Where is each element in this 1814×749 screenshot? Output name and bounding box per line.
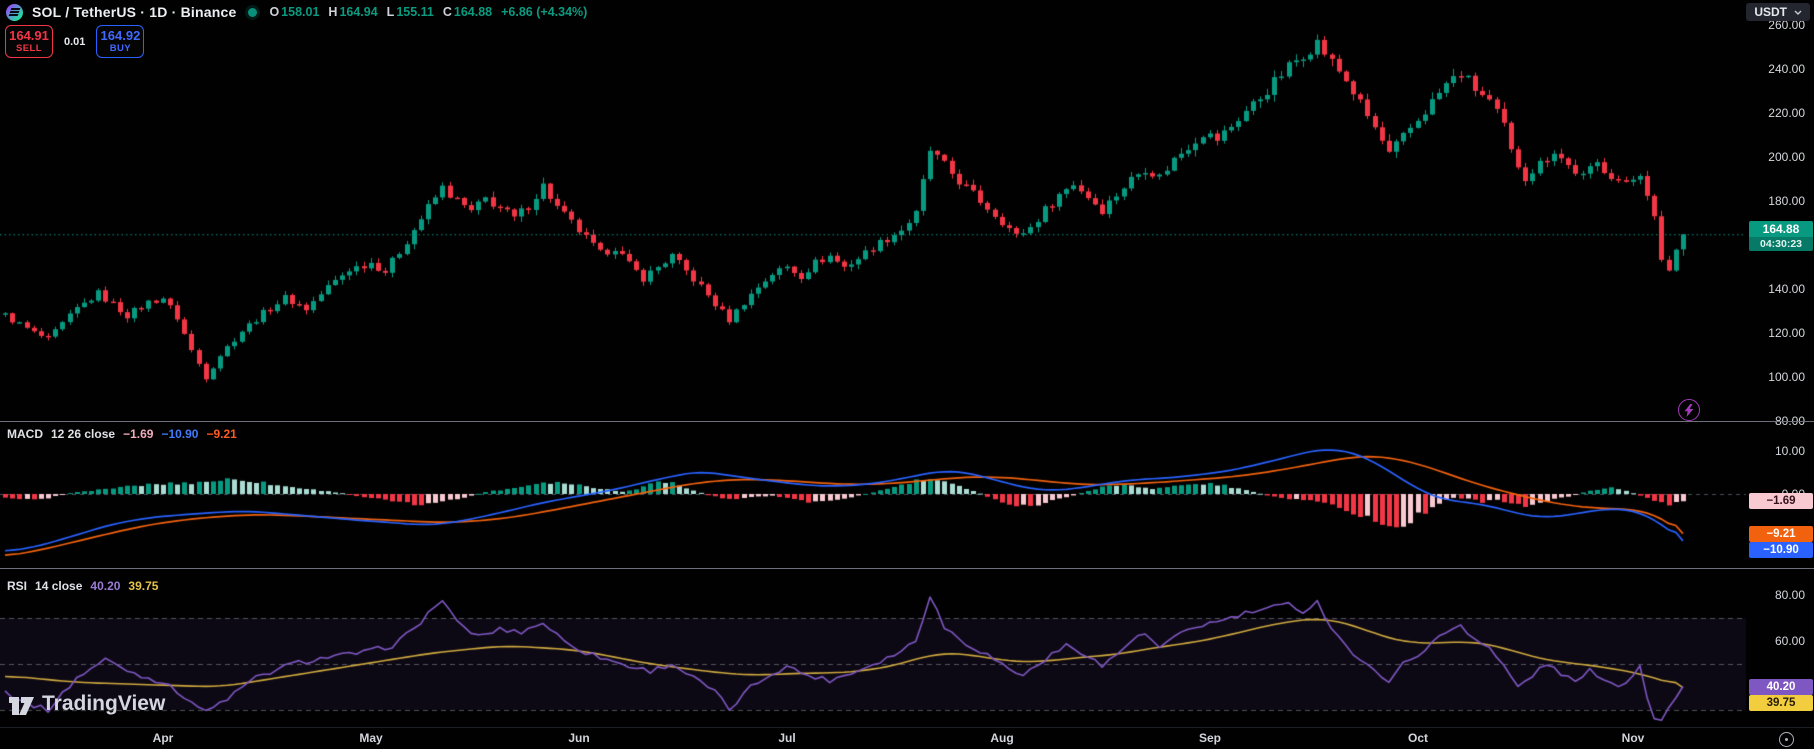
axis-tick-label: 260.00 [1768, 18, 1805, 32]
axis-tick-label: 180.00 [1768, 194, 1805, 208]
macd-hist-badge: −1.69 [1749, 493, 1813, 509]
macd-signal-value: −9.21 [206, 427, 237, 441]
price-chart-canvas[interactable] [0, 0, 1814, 421]
macd-name: MACD [7, 427, 43, 441]
pane-divider-macd-rsi[interactable] [0, 568, 1814, 569]
open-label: O [269, 5, 280, 19]
low-value: 155.11 [396, 5, 434, 19]
low-label: L [386, 5, 395, 19]
buy-price: 164.92 [100, 28, 141, 43]
buy-button[interactable]: 164.92 BUY [96, 25, 145, 58]
macd-line-value: −10.90 [161, 427, 199, 441]
rsi-legend[interactable]: RSI 14 close 40.20 39.75 [7, 579, 158, 593]
month-label-nov: Nov [1621, 731, 1645, 745]
symbol-title[interactable]: SOL / TetherUS · 1D · Binance [32, 4, 237, 20]
sell-button[interactable]: 164.91 SELL [5, 25, 53, 58]
close-label: C [442, 5, 452, 19]
month-label-jul: Jul [778, 731, 796, 745]
axis-tick-label: 10.00 [1774, 444, 1805, 458]
axis-tick-label: 80.00 [1774, 588, 1805, 602]
tradingview-watermark[interactable]: TradingView [8, 692, 165, 716]
month-label-jun: Jun [568, 731, 590, 745]
month-label-may: May [359, 731, 383, 745]
close-value: 164.88 [453, 5, 493, 19]
pane-divider-price-macd[interactable] [0, 421, 1814, 422]
time-axis[interactable]: Apr May Jun Jul Aug Sep Oct Nov [0, 728, 1814, 749]
rsi-ma-value: 39.75 [128, 579, 159, 593]
axis-tick-label: 240.00 [1768, 62, 1805, 76]
high-label: H [328, 5, 338, 19]
change-value: +6.86 (+4.34%) [501, 5, 588, 19]
macd-signal-badge: −9.21 [1749, 526, 1813, 542]
rsi-ma-badge: 39.75 [1749, 695, 1813, 711]
order-panel: 164.91 SELL 0.01 164.92 BUY [5, 25, 145, 58]
macd-line-badge: −10.90 [1749, 542, 1813, 558]
boost-lightning-icon[interactable] [1678, 399, 1700, 421]
macd-legend[interactable]: MACD 12 26 close −1.69 −10.90 −9.21 [7, 427, 237, 441]
axis-tick-label: 120.00 [1768, 326, 1805, 340]
buy-label: BUY [109, 43, 132, 54]
pane-divider-time-axis [0, 727, 1814, 728]
sell-label: SELL [16, 43, 42, 54]
settings-icon[interactable] [1779, 732, 1794, 747]
macd-hist-value: −1.69 [123, 427, 154, 441]
rsi-badge: 40.20 [1749, 679, 1813, 695]
axis-tick-label: 100.00 [1768, 370, 1805, 384]
currency-dropdown-button[interactable]: USDT [1746, 3, 1810, 21]
rsi-params: 14 close [35, 579, 83, 593]
spread-value: 0.01 [64, 35, 86, 48]
open-value: 158.01 [281, 5, 320, 19]
axis-tick-label: 200.00 [1768, 150, 1805, 164]
tradingview-logo-icon [9, 696, 34, 715]
lightning-bolt-icon [1684, 403, 1694, 417]
chevron-down-icon [1794, 10, 1802, 15]
last-price-value: 164.88 [1749, 221, 1813, 237]
month-label-apr: Apr [152, 731, 174, 745]
bar-countdown: 04:30:23 [1749, 237, 1813, 251]
ohlc-values: O 158.01 H 164.94 L 155.11 C 164.88 +6.86 (+… [269, 5, 587, 19]
sol-coin-icon [6, 3, 23, 21]
month-label-aug: Aug [990, 731, 1014, 745]
axis-tick-label: 60.00 [1774, 634, 1805, 648]
macd-params: 12 26 close [51, 427, 116, 441]
high-value: 164.94 [339, 5, 378, 19]
watermark-text: TradingView [42, 692, 166, 715]
month-label-oct: Oct [1407, 731, 1428, 745]
market-status-dot [248, 7, 258, 17]
month-label-sep: Sep [1198, 731, 1221, 745]
axis-tick-label: 140.00 [1768, 282, 1805, 296]
rsi-panel-canvas[interactable] [0, 568, 1814, 727]
sell-price: 164.91 [9, 28, 49, 43]
rsi-name: RSI [7, 579, 28, 593]
rsi-value: 40.20 [90, 579, 121, 593]
currency-label: USDT [1754, 5, 1787, 19]
macd-panel-canvas[interactable] [0, 421, 1814, 568]
last-price-badge: 164.88 04:30:23 [1749, 221, 1813, 251]
axis-tick-label: 220.00 [1768, 106, 1805, 120]
